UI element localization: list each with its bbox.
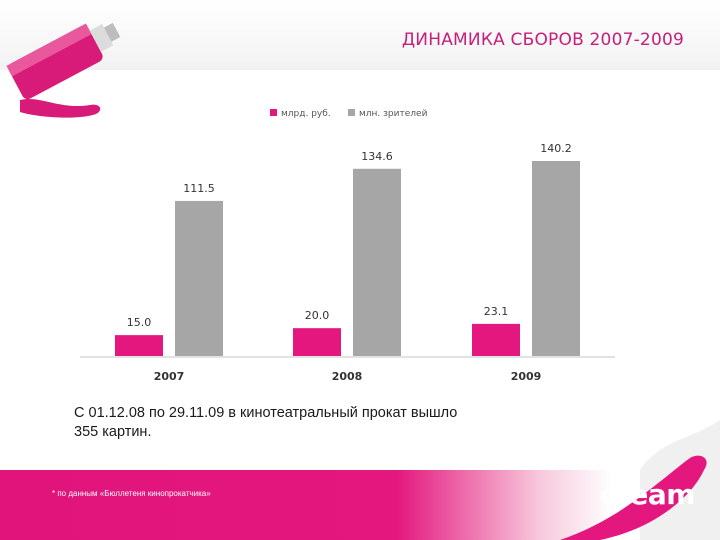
- caption-line-1: С 01.12.08 по 29.11.09 в кинотеатральный…: [74, 405, 458, 421]
- data-label-2009-series-1: 140.2: [540, 142, 572, 155]
- bar-chart: млрд. руб. млн. зрителей 15.0 111.5 20.0 134…: [80, 109, 615, 383]
- legend-label-1: млн. зрителей: [359, 109, 428, 119]
- cream-logo: cream: [600, 478, 695, 511]
- x-tick-label-2008: 2008: [332, 370, 363, 383]
- header-band: [0, 0, 720, 70]
- data-label-2007-series-1: 111.5: [183, 182, 215, 195]
- bar-2009-series-1: [532, 161, 580, 356]
- bar-2007-series-0: [115, 335, 163, 356]
- page-title: ДИНАМИКА СБОРОВ 2007-2009: [401, 30, 684, 50]
- footnote: * по данным «Бюллетеня кинопрокатчика»: [52, 489, 211, 498]
- bar-2008-series-0: [293, 328, 341, 356]
- x-tick-label-2009: 2009: [511, 370, 542, 383]
- bar-2008-series-1: [353, 168, 401, 356]
- legend-label-0: млрд. руб.: [281, 109, 331, 119]
- data-label-2009-series-0: 23.1: [484, 305, 509, 318]
- legend-swatch-1: [348, 109, 355, 116]
- data-label-2007-series-0: 15.0: [127, 316, 152, 329]
- legend-swatch-0: [270, 109, 277, 116]
- caption-line-2: 355 картин.: [74, 424, 152, 440]
- x-tick-label-2007: 2007: [154, 370, 185, 383]
- chart-legend: млрд. руб. млн. зрителей: [270, 109, 428, 119]
- paint-tube-icon: [6, 22, 121, 118]
- bar-2007-series-1: [175, 200, 223, 356]
- data-label-2008-series-0: 20.0: [305, 309, 330, 322]
- bar-2009-series-0: [472, 323, 520, 356]
- data-label-2008-series-1: 134.6: [361, 150, 393, 163]
- caption: С 01.12.08 по 29.11.09 в кинотеатральный…: [74, 404, 574, 442]
